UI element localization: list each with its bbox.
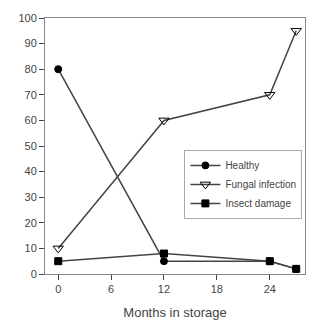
svg-text:18: 18: [211, 283, 223, 295]
svg-text:90: 90: [25, 37, 37, 49]
svg-text:80: 80: [25, 63, 37, 75]
svg-text:30: 30: [25, 191, 37, 203]
svg-text:24: 24: [264, 283, 276, 295]
svg-text:12: 12: [158, 283, 170, 295]
svg-text:Months in storage: Months in storage: [123, 305, 226, 320]
svg-text:0: 0: [55, 283, 61, 295]
svg-text:100: 100: [18, 12, 36, 24]
svg-text:50: 50: [25, 140, 37, 152]
svg-text:70: 70: [25, 89, 37, 101]
svg-text:Fungal infection: Fungal infection: [225, 179, 296, 190]
svg-text:0: 0: [31, 268, 37, 280]
svg-text:Healthy: Healthy: [225, 160, 259, 171]
svg-text:60: 60: [25, 114, 37, 126]
svg-text:20: 20: [25, 217, 37, 229]
svg-text:6: 6: [108, 283, 114, 295]
svg-text:Insect damage: Insect damage: [225, 198, 291, 209]
svg-text:10: 10: [25, 242, 37, 254]
svg-text:40: 40: [25, 165, 37, 177]
